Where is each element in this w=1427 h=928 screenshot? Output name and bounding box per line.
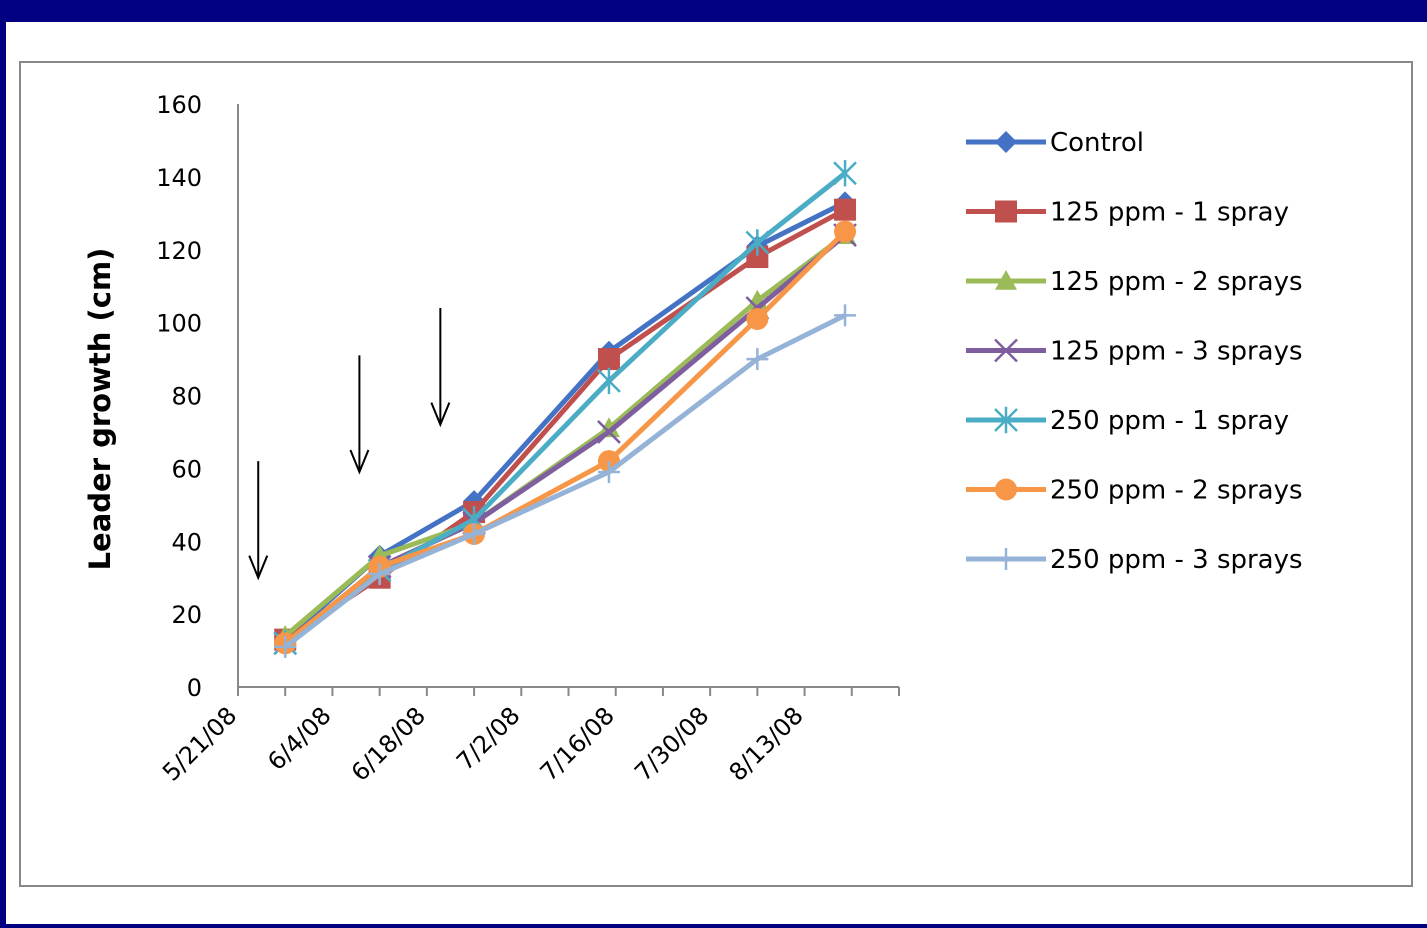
down-arrow-icon xyxy=(430,308,451,428)
point-marker xyxy=(746,348,769,371)
legend-item: 125 ppm - 1 spray xyxy=(966,198,1289,228)
point-marker xyxy=(746,307,769,330)
series-7 xyxy=(274,304,857,658)
point-marker xyxy=(995,200,1017,223)
point-marker xyxy=(995,131,1017,153)
down-arrow-icon xyxy=(248,461,269,581)
point-marker xyxy=(597,367,621,395)
y-tick-label: 100 xyxy=(156,310,202,338)
point-marker xyxy=(597,420,621,444)
legend-label: 125 ppm - 2 sprays xyxy=(1050,267,1303,297)
arrow-annotations xyxy=(248,308,451,581)
point-marker xyxy=(746,246,769,269)
down-arrow-icon xyxy=(349,355,370,475)
arrow-head xyxy=(248,555,269,581)
point-marker xyxy=(597,417,620,438)
chart-panel: 0 20 40 60 80 100 120 140 160 5/21/08 6/4/08 6/18/0… xyxy=(6,22,1427,924)
arrow-head xyxy=(349,449,370,475)
point-marker xyxy=(597,348,620,371)
y-tick-label: 60 xyxy=(171,455,202,483)
point-marker xyxy=(994,338,1018,363)
y-tick-label: 120 xyxy=(156,237,202,265)
legend-label: 125 ppm - 3 sprays xyxy=(1050,337,1303,367)
y-tick-label: 160 xyxy=(156,91,202,119)
y-axis-title: Leader growth (cm) xyxy=(83,248,117,571)
legend-label: 250 ppm - 1 spray xyxy=(1050,406,1289,436)
legend-label: 125 ppm - 1 spray xyxy=(1050,198,1289,228)
point-marker xyxy=(745,229,770,256)
point-marker xyxy=(834,198,857,221)
point-marker xyxy=(368,563,391,586)
point-marker xyxy=(994,406,1018,434)
axes xyxy=(237,104,900,696)
y-tick-label: 80 xyxy=(171,383,202,411)
chart-area-border xyxy=(19,61,1413,887)
legend-item: Control xyxy=(966,128,1144,158)
y-tick-label: 140 xyxy=(156,164,202,192)
point-marker xyxy=(274,635,297,658)
legend: Control 125 ppm - 1 spray 125 ppm - 2 spra… xyxy=(966,128,1303,575)
point-marker xyxy=(834,304,857,327)
point-marker xyxy=(995,548,1017,570)
y-tick-label: 40 xyxy=(171,528,202,556)
legend-item: 250 ppm - 3 sprays xyxy=(966,545,1303,575)
series-lines xyxy=(273,160,857,658)
series-6 xyxy=(274,220,857,655)
point-marker xyxy=(463,522,486,545)
y-tick-label: 20 xyxy=(171,601,202,629)
y-tick-label: 0 xyxy=(187,674,202,702)
point-marker xyxy=(833,160,857,187)
point-marker xyxy=(995,478,1017,501)
point-marker xyxy=(834,220,857,243)
legend-label: 250 ppm - 2 sprays xyxy=(1050,476,1303,506)
series-line xyxy=(283,313,847,649)
legend-item: 125 ppm - 2 sprays xyxy=(966,267,1303,297)
legend-label: 250 ppm - 3 sprays xyxy=(1050,545,1303,575)
legend-label: Control xyxy=(1050,128,1144,158)
legend-item: 250 ppm - 2 sprays xyxy=(966,476,1303,506)
legend-item: 250 ppm - 1 spray xyxy=(966,406,1289,436)
point-marker xyxy=(995,270,1017,290)
legend-item: 125 ppm - 3 sprays xyxy=(966,337,1303,367)
point-marker xyxy=(597,461,620,484)
series-line xyxy=(283,229,847,646)
arrow-head xyxy=(430,402,451,428)
